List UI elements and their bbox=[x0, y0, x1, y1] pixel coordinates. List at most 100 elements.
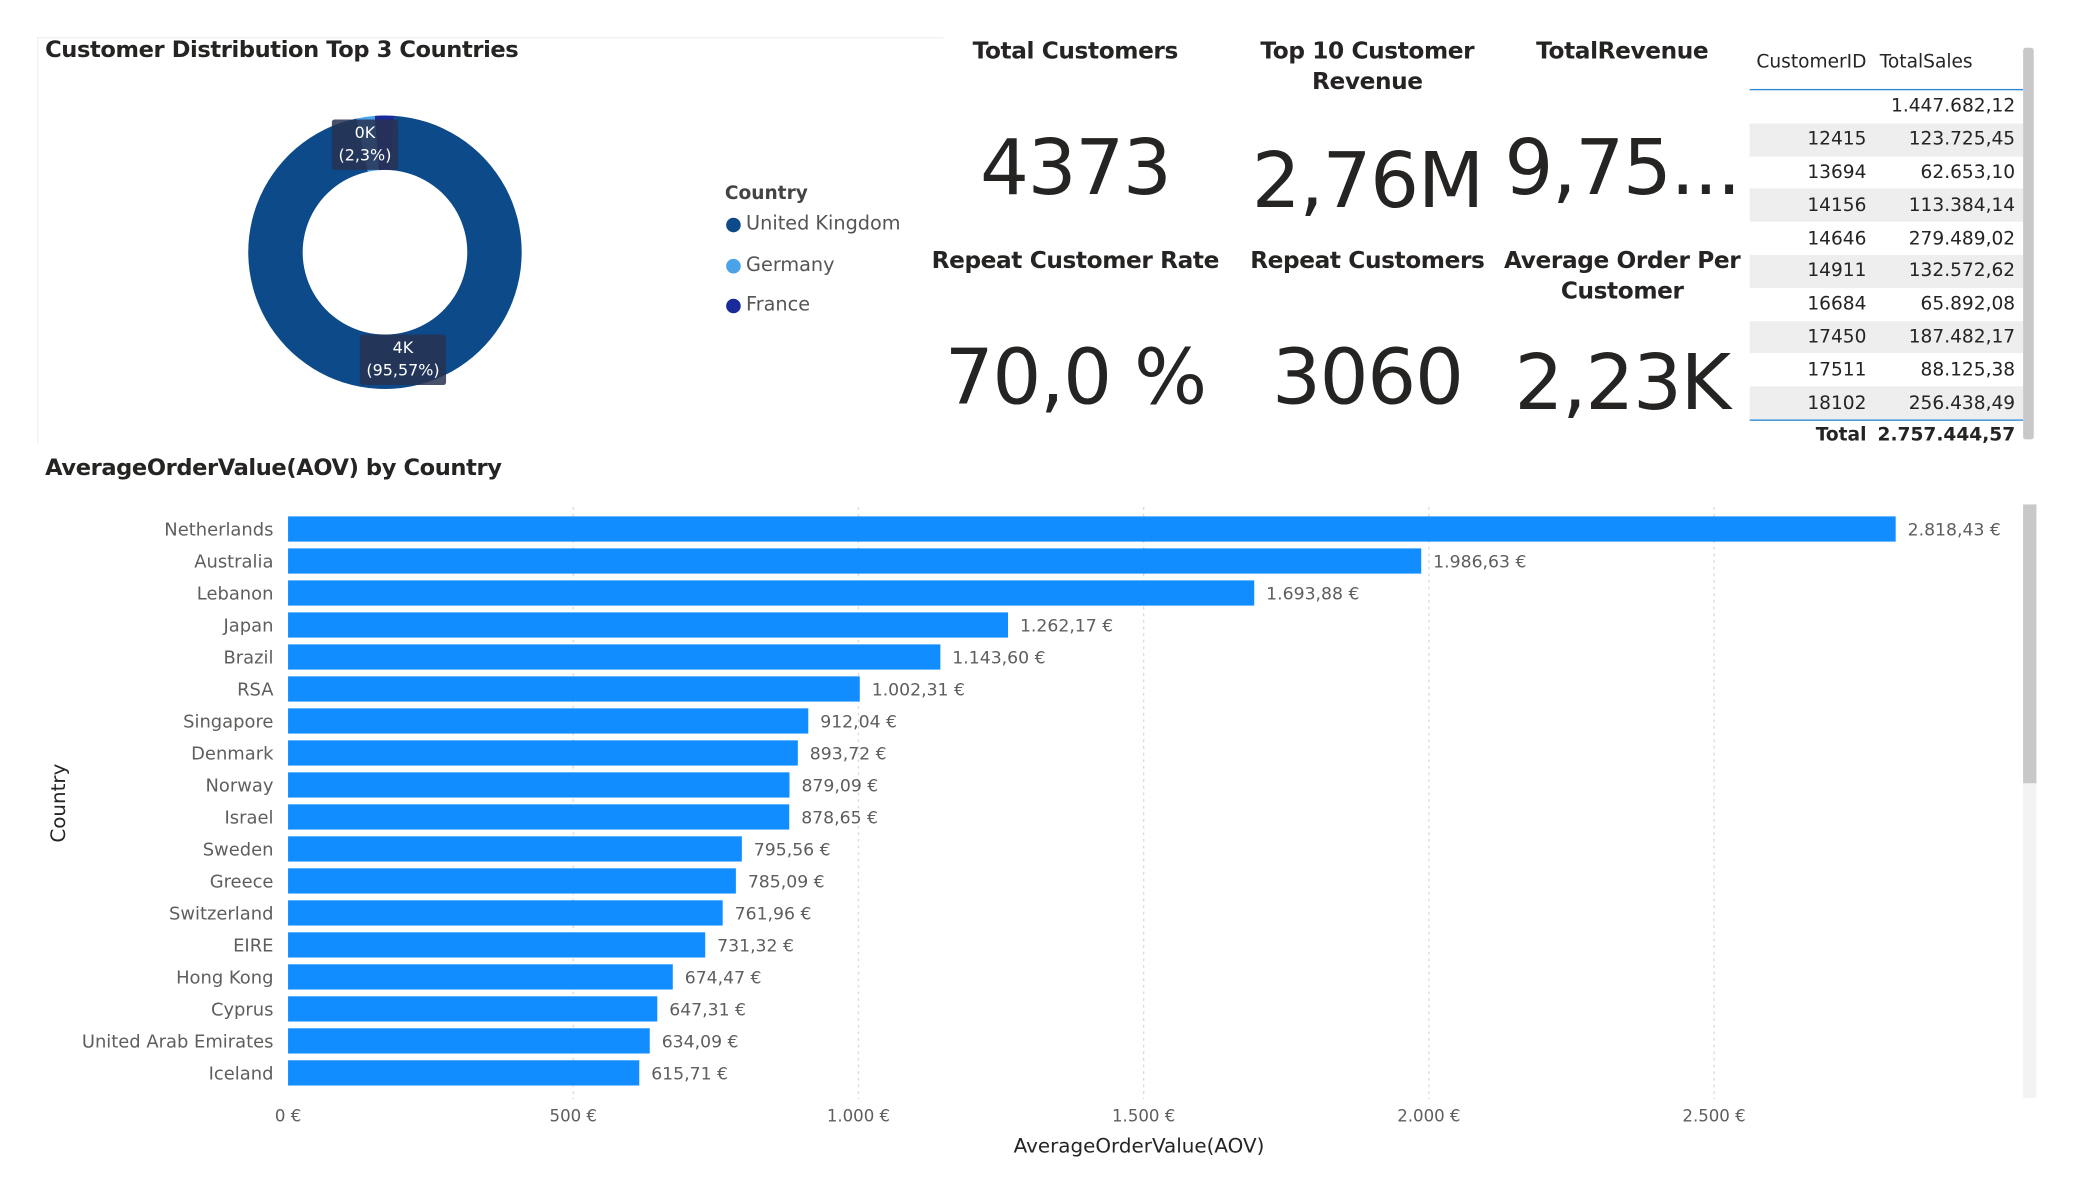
table-row[interactable]: 13694 62.653,10 bbox=[1750, 156, 2023, 189]
table-cell-customerid: 13694 bbox=[1807, 161, 1867, 184]
data-label: 674,47 € bbox=[685, 969, 762, 989]
table-cell-totalsales: 123.725,45 bbox=[1908, 129, 2016, 151]
table-row[interactable]: 1.447.682,12 bbox=[1750, 90, 2023, 123]
donut-label-small-pct: (2,3%) bbox=[338, 146, 392, 165]
data-label: 615,71 € bbox=[651, 1065, 728, 1085]
table-row[interactable]: 17511 88.125,38 bbox=[1750, 354, 2023, 387]
table-row[interactable]: 16684 65.892,08 bbox=[1750, 288, 2023, 321]
kpi-repeat-rate-value: 70,0 % bbox=[944, 331, 1207, 423]
legend-label: United Kingdom bbox=[746, 213, 901, 235]
table-cell-totalsales: 62.653,10 bbox=[1920, 161, 2016, 184]
legend-item-united-kingdom[interactable]: United Kingdom bbox=[726, 213, 901, 235]
data-label: 2.818,43 € bbox=[1908, 521, 2001, 541]
data-label: 1.693,88 € bbox=[1266, 585, 1359, 605]
category-label: United Arab Emirates bbox=[82, 1032, 274, 1053]
table-row[interactable]: 14911 132.572,62 bbox=[1749, 254, 2024, 288]
table-row[interactable]: 14646 279.489,02 bbox=[1750, 222, 2023, 255]
category-label: Lebanon bbox=[197, 584, 274, 605]
category-label: Denmark bbox=[191, 744, 274, 765]
donut-visual[interactable] bbox=[37, 37, 944, 444]
table-row[interactable]: 12415 123.725,45 bbox=[1749, 123, 2024, 157]
category-label: Greece bbox=[210, 872, 274, 893]
kpi-avg-orders-title-line2: Customer bbox=[1560, 278, 1684, 306]
category-label: Cyprus bbox=[211, 1000, 274, 1021]
table-cell-totalsales: 1.447.682,12 bbox=[1891, 96, 2016, 118]
table-cell-customerid: 18102 bbox=[1807, 392, 1867, 414]
legend-label: Germany bbox=[746, 254, 835, 277]
table-cell-customerid: 17450 bbox=[1807, 326, 1867, 348]
bar[interactable] bbox=[288, 996, 658, 1022]
table-scrollbar[interactable] bbox=[2023, 47, 2034, 440]
bar[interactable] bbox=[288, 1028, 650, 1054]
bar[interactable] bbox=[288, 644, 941, 670]
table-cell-customerid: 14156 bbox=[1807, 194, 1867, 217]
kpi-avg-orders-title-line1: Average Order Per bbox=[1504, 248, 1741, 275]
category-label: RSA bbox=[237, 680, 274, 701]
donut-label-large-pct: (95,57%) bbox=[366, 361, 440, 380]
bar[interactable] bbox=[288, 580, 1255, 606]
legend-dot-icon bbox=[726, 217, 741, 232]
table-header-totalsales[interactable]: TotalSales bbox=[1879, 51, 1973, 74]
table-cell-customerid: 16684 bbox=[1807, 293, 1867, 315]
table-header: CustomerID TotalSales bbox=[1749, 45, 2024, 91]
legend-item-france[interactable]: France bbox=[726, 295, 810, 316]
table-cell-totalsales: 132.572,62 bbox=[1908, 260, 2016, 282]
legend-dot-icon bbox=[726, 258, 741, 273]
kpi-repeat-rate-title: Repeat Customer Rate bbox=[931, 248, 1220, 275]
bar[interactable] bbox=[288, 964, 673, 990]
data-label: 1.002,31 € bbox=[872, 681, 965, 701]
legend-title: Country bbox=[724, 183, 808, 205]
data-label: 878,65 € bbox=[801, 809, 878, 829]
bar[interactable] bbox=[288, 516, 1896, 542]
category-label: Australia bbox=[194, 552, 273, 573]
category-label: Israel bbox=[225, 808, 274, 829]
top-customers-table[interactable]: CustomerID TotalSales 1.447.682,12 12415 1… bbox=[1749, 45, 2024, 450]
table-total-label: Total bbox=[1815, 424, 1867, 446]
table-cell-customerid: 17511 bbox=[1807, 359, 1867, 381]
kpi-avg-orders-value: 2,23K bbox=[1514, 337, 1732, 428]
data-label: 1.262,17 € bbox=[1020, 617, 1113, 637]
table-row[interactable]: 14156 113.384,14 bbox=[1749, 189, 2024, 222]
bar[interactable] bbox=[288, 708, 809, 734]
data-label: 761,96 € bbox=[735, 905, 812, 925]
bar[interactable] bbox=[288, 932, 706, 958]
donut-chart-title: Customer Distribution Top 3 Countries bbox=[45, 37, 519, 64]
table-cell-customerid: 14646 bbox=[1807, 227, 1867, 250]
kpi-repeat-customers-title: Repeat Customers bbox=[1250, 248, 1485, 275]
data-label: 1.986,63 € bbox=[1433, 553, 1526, 573]
bar-chart-scrollbar[interactable] bbox=[2023, 504, 2037, 784]
bar[interactable] bbox=[288, 868, 736, 894]
x-tick-label: 1.000 € bbox=[827, 1107, 890, 1126]
kpi-top10-revenue-title-line2: Revenue bbox=[1312, 69, 1423, 96]
table-header-customerid[interactable]: CustomerID bbox=[1756, 51, 1867, 74]
data-label: 785,09 € bbox=[748, 873, 825, 893]
bar[interactable] bbox=[288, 676, 860, 702]
table-row[interactable]: 17450 187.482,17 bbox=[1749, 320, 2024, 354]
legend-item-germany[interactable]: Germany bbox=[726, 254, 835, 277]
donut-label-large-value: 4K bbox=[392, 338, 414, 358]
donut-label-small-value: 0K bbox=[354, 123, 376, 143]
table-cell-totalsales: 113.384,14 bbox=[1908, 194, 2016, 217]
bar[interactable] bbox=[288, 804, 790, 830]
table-cell-totalsales: 65.892,08 bbox=[1920, 293, 2016, 315]
bar[interactable] bbox=[288, 740, 798, 766]
table-row[interactable]: 18102 256.438,49 bbox=[1749, 386, 2024, 420]
legend-label: France bbox=[746, 294, 811, 316]
category-label: Sweden bbox=[203, 840, 274, 861]
data-label: 879,09 € bbox=[801, 777, 878, 797]
bar[interactable] bbox=[288, 900, 723, 926]
kpi-top10-revenue-title-line1: Top 10 Customer bbox=[1260, 38, 1475, 66]
bar[interactable] bbox=[288, 1060, 640, 1086]
table-cell-customerid: 14911 bbox=[1807, 260, 1867, 282]
bar[interactable] bbox=[288, 836, 742, 862]
aov-bar-chart[interactable]: Netherlands Australia Lebanon Japan Brazil RS… bbox=[0, 491, 2018, 1168]
data-label: 634,09 € bbox=[662, 1033, 739, 1053]
x-tick-label: 500 € bbox=[550, 1107, 597, 1126]
bar[interactable] bbox=[288, 772, 790, 798]
bar[interactable] bbox=[288, 548, 1422, 574]
x-tick-label: 0 € bbox=[275, 1107, 301, 1126]
x-tick-label: 2.500 € bbox=[1682, 1107, 1745, 1126]
donut-slice-united-kingdom[interactable] bbox=[248, 115, 522, 389]
donut-label-small: 0K (2,3%) bbox=[331, 119, 399, 170]
bar[interactable] bbox=[288, 612, 1008, 638]
